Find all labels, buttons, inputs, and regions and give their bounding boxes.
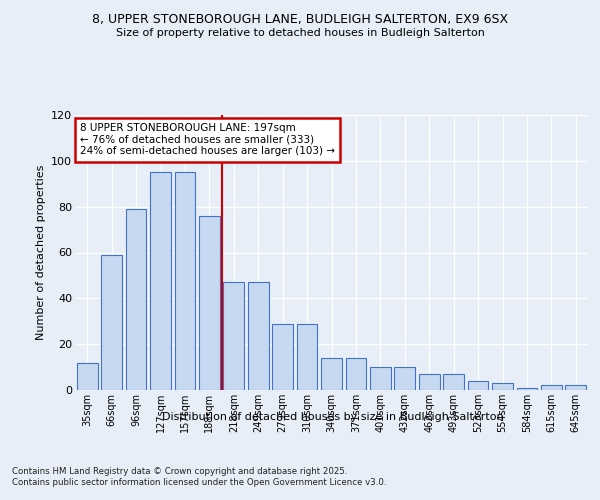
Bar bbox=[492, 383, 513, 390]
Bar bbox=[175, 172, 196, 390]
Bar bbox=[346, 358, 367, 390]
Bar bbox=[150, 172, 171, 390]
Bar bbox=[541, 386, 562, 390]
Bar bbox=[101, 255, 122, 390]
Bar bbox=[296, 324, 317, 390]
Bar bbox=[394, 367, 415, 390]
Text: Contains HM Land Registry data © Crown copyright and database right 2025.
Contai: Contains HM Land Registry data © Crown c… bbox=[12, 468, 386, 487]
Y-axis label: Number of detached properties: Number of detached properties bbox=[35, 165, 46, 340]
Bar bbox=[248, 282, 269, 390]
Bar bbox=[443, 374, 464, 390]
Bar bbox=[125, 209, 146, 390]
Bar bbox=[565, 386, 586, 390]
Bar bbox=[321, 358, 342, 390]
Bar bbox=[223, 282, 244, 390]
Text: Distribution of detached houses by size in Budleigh Salterton: Distribution of detached houses by size … bbox=[162, 412, 504, 422]
Bar bbox=[199, 216, 220, 390]
Bar bbox=[77, 362, 98, 390]
Bar bbox=[517, 388, 538, 390]
Text: 8, UPPER STONEBOROUGH LANE, BUDLEIGH SALTERTON, EX9 6SX: 8, UPPER STONEBOROUGH LANE, BUDLEIGH SAL… bbox=[92, 12, 508, 26]
Bar bbox=[272, 324, 293, 390]
Bar bbox=[370, 367, 391, 390]
Text: 8 UPPER STONEBOROUGH LANE: 197sqm
← 76% of detached houses are smaller (333)
24%: 8 UPPER STONEBOROUGH LANE: 197sqm ← 76% … bbox=[80, 123, 335, 156]
Text: Size of property relative to detached houses in Budleigh Salterton: Size of property relative to detached ho… bbox=[116, 28, 484, 38]
Bar bbox=[419, 374, 440, 390]
Bar bbox=[467, 381, 488, 390]
